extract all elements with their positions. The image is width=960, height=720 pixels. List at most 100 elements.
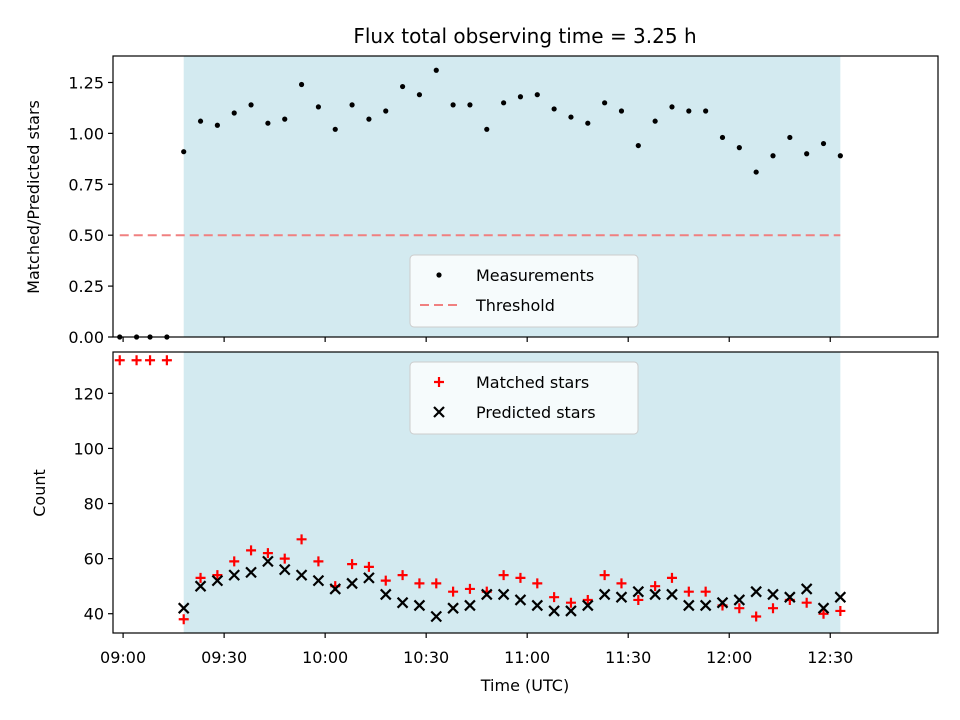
measurement-point (383, 108, 389, 114)
star-count-panel: 40 60 80 100 120 09:00 09:30 10:00 10:30 11:00 11:… (73, 351, 939, 667)
bottom-y-axis-label: Count (30, 469, 49, 517)
matched-stars-point (549, 592, 560, 603)
predicted-stars-point (262, 555, 274, 568)
measurement-point (551, 106, 557, 112)
measurement-point (719, 134, 726, 141)
measurement-point (181, 149, 187, 155)
matched-stars-point (700, 586, 711, 597)
matched-stars-point (498, 570, 509, 581)
predicted-stars-point (312, 574, 325, 587)
predicted-stars-point (379, 588, 392, 601)
predicted-stars-point (278, 563, 291, 576)
matched-stars-point (565, 597, 576, 608)
predicted-stars-point (464, 599, 476, 612)
measurement-point (585, 120, 591, 126)
predicted-stars-point (211, 574, 224, 587)
predicted-stars-point (767, 588, 779, 601)
measurement-point (686, 108, 692, 114)
matched-stars-point (114, 355, 125, 366)
matched-stars-point (414, 578, 425, 589)
matched-stars-point (751, 611, 762, 622)
measurement-point (703, 108, 709, 114)
predicted-stars-point (784, 591, 796, 603)
measurement-point (450, 102, 456, 108)
measurement-point (197, 118, 204, 124)
measurement-point (534, 92, 540, 98)
predicted-stars-point (615, 591, 628, 603)
measurement-point (837, 153, 843, 159)
matched-stars-point (818, 608, 829, 619)
matched-stars-point (161, 355, 172, 366)
matched-stars-point (347, 559, 358, 570)
matched-stars-point (380, 575, 391, 586)
flux-ratio-panel: 0.00 0.25 0.50 0.75 1.00 1.25 Measurements Thre… (68, 55, 939, 347)
plot-frame (112, 351, 939, 634)
predicted-stars-point (699, 599, 712, 612)
chart-title: Flux total observing time = 3.25 h (353, 24, 696, 48)
predicted-stars-point (565, 605, 577, 617)
measurement-point (248, 102, 254, 108)
predicted-stars-point (447, 602, 459, 614)
x-tick-label: 09:00 (100, 648, 146, 667)
measurement-point (231, 110, 237, 116)
matched-stars-point (296, 534, 307, 545)
matched-stars-point (131, 355, 142, 366)
measurement-point (366, 116, 372, 122)
predicted-stars-point (716, 596, 729, 609)
measurement-point (787, 134, 793, 141)
legend-box (409, 254, 639, 328)
measurement-point (804, 151, 810, 157)
matched-stars-point (246, 545, 257, 556)
y-tick-label: 0.75 (68, 175, 104, 194)
y-tick-label: 40 (84, 605, 104, 624)
matched-stars-point (768, 603, 778, 614)
matched-stars-point (666, 572, 677, 583)
measurement-point (753, 169, 759, 175)
matched-stars-point (279, 553, 290, 564)
y-tick-label: 0.50 (68, 226, 104, 245)
measurement-point (635, 142, 641, 149)
measurement-point (517, 94, 524, 100)
matched-stars-point (683, 586, 694, 597)
measurement-point (770, 153, 776, 159)
measurement-point (315, 104, 322, 110)
matched-stars-point (582, 594, 593, 605)
predicted-stars-point (363, 572, 375, 584)
measurement-point (736, 145, 742, 151)
predicted-stars-point (666, 588, 678, 601)
predicted-stars-point (413, 599, 426, 612)
measurement-point (820, 140, 827, 147)
measurement-point (618, 108, 625, 114)
measurement-point (568, 114, 574, 120)
x-tick-label: 10:30 (403, 648, 449, 667)
predicted-stars-point (548, 605, 560, 617)
x-tick-label: 10:00 (302, 648, 348, 667)
legend-marker-measurements (436, 272, 442, 278)
predicted-stars-point (834, 591, 847, 603)
y-tick-label: 0.25 (68, 277, 104, 296)
matched-stars-point (734, 603, 745, 614)
measurement-point (484, 126, 490, 132)
matched-stars-point (262, 548, 273, 559)
measurement-point (298, 81, 305, 88)
matched-stars-point (801, 597, 812, 608)
predicted-stars-point (800, 583, 813, 595)
x-tick-label: 11:30 (605, 648, 651, 667)
measurement-point (349, 102, 355, 108)
x-tick-label: 11:00 (504, 648, 550, 667)
y-tick-label: 80 (84, 495, 104, 514)
matched-stars-point (313, 556, 324, 567)
legend-label: Predicted stars (476, 403, 596, 422)
predicted-stars-point (649, 588, 661, 601)
measurement-point (602, 100, 608, 106)
predicted-stars-point (733, 594, 746, 606)
measurement-point (433, 67, 439, 73)
predicted-stars-point (514, 594, 527, 606)
measurement-point (214, 122, 220, 128)
measurement-point (467, 102, 473, 108)
legend-label: Matched stars (476, 373, 589, 392)
matched-stars-point (599, 570, 610, 581)
predicted-stars-point (228, 569, 241, 581)
predicted-stars-point (817, 602, 830, 614)
